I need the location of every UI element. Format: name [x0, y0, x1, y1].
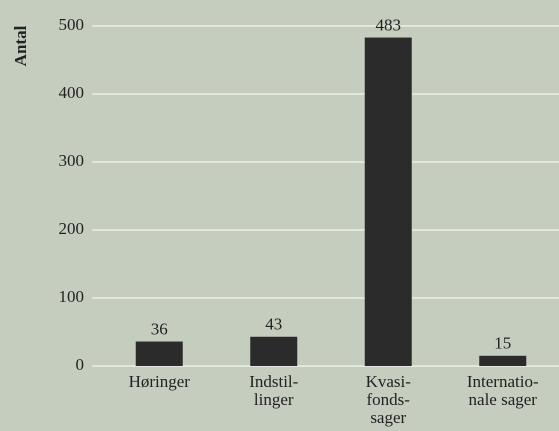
value-label: 15: [494, 334, 511, 353]
y-tick-label: 500: [59, 15, 85, 34]
value-label: 36: [151, 319, 168, 338]
value-label: 43: [265, 315, 282, 334]
bar: [364, 37, 412, 367]
bar: [479, 355, 527, 366]
y-tick-label: 300: [59, 151, 85, 170]
bar: [250, 336, 298, 366]
x-tick-label: Indstil-linger: [249, 372, 298, 409]
x-tick-label: Høringer: [129, 372, 191, 391]
x-tick-label: Kvasi-fonds-sager: [366, 372, 412, 427]
y-tick-label: 100: [59, 287, 85, 306]
value-label: 483: [376, 15, 402, 34]
y-tick-label: 0: [76, 355, 85, 374]
bar: [135, 341, 183, 366]
y-axis-label: Antal: [11, 25, 30, 66]
x-tick-label: Internatio-nale sager: [467, 372, 539, 409]
y-tick-label: 400: [59, 83, 85, 102]
y-tick-label: 200: [59, 219, 85, 238]
